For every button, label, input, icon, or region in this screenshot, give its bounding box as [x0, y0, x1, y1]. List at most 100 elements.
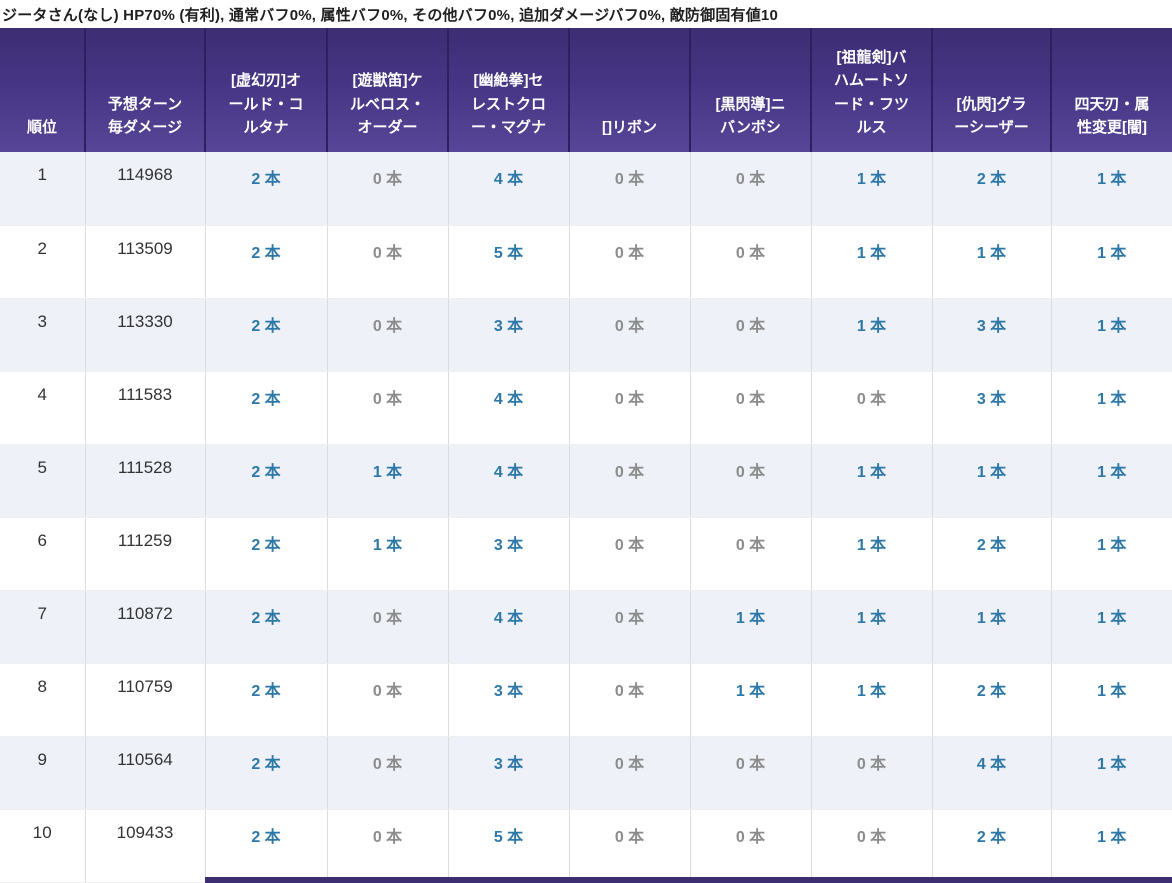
weapon-count-cell: 1 本 [1050, 590, 1172, 664]
damage-cell: 111528 [84, 444, 205, 518]
weapon-count-cell: 1 本 [810, 298, 932, 372]
damage-cell: 114968 [84, 152, 205, 226]
weapon-count-cell: 1 本 [931, 444, 1051, 518]
weapon-count-cell: 1 本 [931, 225, 1051, 299]
weapon-count-cell: 2 本 [204, 517, 327, 591]
column-header: []リボン [568, 28, 690, 152]
weapon-count-cell: 1 本 [1050, 152, 1172, 226]
column-header: 予想ターン毎ダメージ [84, 28, 205, 152]
weapon-count-cell: 0 本 [689, 371, 811, 445]
column-header: [黒閃導]ニバンボシ [689, 28, 811, 152]
weapon-count-cell: 3 本 [447, 663, 569, 737]
damage-cell: 110564 [84, 736, 205, 810]
rank-cell: 5 [0, 444, 85, 518]
rank-cell: 2 [0, 225, 85, 299]
simulation-summary-bar: ジータさん(なし) HP70% (有利), 通常バフ0%, 属性バフ0%, その… [0, 0, 1172, 28]
weapon-count-cell: 5 本 [447, 225, 569, 299]
column-header: [虚幻刃]オールド・コルタナ [204, 28, 327, 152]
weapon-count-cell: 1 本 [1050, 444, 1172, 518]
weapon-count-cell: 1 本 [810, 517, 932, 591]
weapon-count-cell: 3 本 [931, 298, 1051, 372]
damage-cell: 109433 [84, 809, 205, 883]
weapon-count-cell: 0 本 [326, 736, 448, 810]
weapon-count-cell: 1 本 [1050, 809, 1172, 883]
weapon-count-cell: 0 本 [568, 152, 690, 226]
weapon-count-cell: 3 本 [931, 371, 1051, 445]
weapon-count-cell: 4 本 [447, 371, 569, 445]
weapon-count-cell: 0 本 [326, 663, 448, 737]
weapon-count-cell: 0 本 [326, 590, 448, 664]
damage-cell: 113330 [84, 298, 205, 372]
column-header: [遊獣笛]ケルベロス・オーダー [326, 28, 448, 152]
weapon-count-cell: 0 本 [568, 298, 690, 372]
column-header: [仇閃]グラーシーザー [931, 28, 1051, 152]
weapon-count-cell: 1 本 [1050, 298, 1172, 372]
rank-cell: 7 [0, 590, 85, 664]
simulation-summary-text: ジータさん(なし) HP70% (有利), 通常バフ0%, 属性バフ0%, その… [2, 6, 779, 24]
weapon-count-cell: 0 本 [689, 225, 811, 299]
column-header: [祖龍剣]バハムートソード・フツルス [810, 28, 932, 152]
weapon-count-cell: 0 本 [568, 590, 690, 664]
weapon-count-cell: 0 本 [810, 736, 932, 810]
weapon-count-cell: 1 本 [1050, 517, 1172, 591]
weapon-count-cell: 2 本 [204, 809, 327, 883]
table-header: 順位 予想ターン毎ダメージ [虚幻刃]オールド・コルタナ [遊獣笛]ケルベロス・オーダ… [0, 28, 1172, 152]
weapon-count-cell: 0 本 [689, 152, 811, 226]
damage-cell: 111259 [84, 517, 205, 591]
weapon-count-cell: 0 本 [326, 152, 448, 226]
weapon-count-cell: 2 本 [204, 444, 327, 518]
weapon-count-cell: 2 本 [931, 152, 1051, 226]
weapon-count-cell: 0 本 [326, 225, 448, 299]
weapon-count-cell: 2 本 [204, 225, 327, 299]
next-table-header-edge [205, 877, 1172, 883]
rank-cell: 6 [0, 517, 85, 591]
weapon-count-cell: 2 本 [204, 152, 327, 226]
weapon-count-cell: 0 本 [689, 298, 811, 372]
column-header: 四天刃・属性変更[闇] [1050, 28, 1172, 152]
damage-cell: 110759 [84, 663, 205, 737]
weapon-count-cell: 0 本 [568, 663, 690, 737]
weapon-count-cell: 2 本 [204, 590, 327, 664]
weapon-count-cell: 1 本 [810, 663, 932, 737]
rank-cell: 8 [0, 663, 85, 737]
weapon-count-cell: 0 本 [326, 809, 448, 883]
weapon-count-cell: 0 本 [568, 444, 690, 518]
damage-cell: 113509 [84, 225, 205, 299]
rank-cell: 4 [0, 371, 85, 445]
weapon-count-cell: 4 本 [447, 152, 569, 226]
weapon-count-cell: 1 本 [326, 517, 448, 591]
weapon-count-cell: 0 本 [326, 371, 448, 445]
weapon-count-cell: 0 本 [568, 371, 690, 445]
weapon-count-cell: 0 本 [689, 444, 811, 518]
weapon-count-cell: 3 本 [447, 736, 569, 810]
column-header: 順位 [0, 28, 85, 152]
weapon-count-cell: 2 本 [204, 663, 327, 737]
damage-ranking-table: 順位 予想ターン毎ダメージ [虚幻刃]オールド・コルタナ [遊獣笛]ケルベロス・オーダ… [0, 28, 1172, 883]
weapon-count-cell: 2 本 [204, 298, 327, 372]
weapon-count-cell: 0 本 [568, 809, 690, 883]
weapon-count-cell: 0 本 [810, 371, 932, 445]
weapon-count-cell: 1 本 [810, 225, 932, 299]
damage-cell: 110872 [84, 590, 205, 664]
weapon-count-cell: 4 本 [447, 444, 569, 518]
weapon-count-cell: 4 本 [931, 736, 1051, 810]
rank-cell: 3 [0, 298, 85, 372]
weapon-count-cell: 1 本 [1050, 663, 1172, 737]
weapon-count-cell: 0 本 [689, 736, 811, 810]
weapon-count-cell: 3 本 [447, 517, 569, 591]
weapon-count-cell: 1 本 [810, 590, 932, 664]
rank-cell: 10 [0, 809, 85, 883]
weapon-count-cell: 0 本 [326, 298, 448, 372]
damage-cell: 111583 [84, 371, 205, 445]
weapon-count-cell: 1 本 [1050, 736, 1172, 810]
weapon-count-cell: 0 本 [689, 809, 811, 883]
weapon-count-cell: 1 本 [689, 590, 811, 664]
rank-cell: 9 [0, 736, 85, 810]
